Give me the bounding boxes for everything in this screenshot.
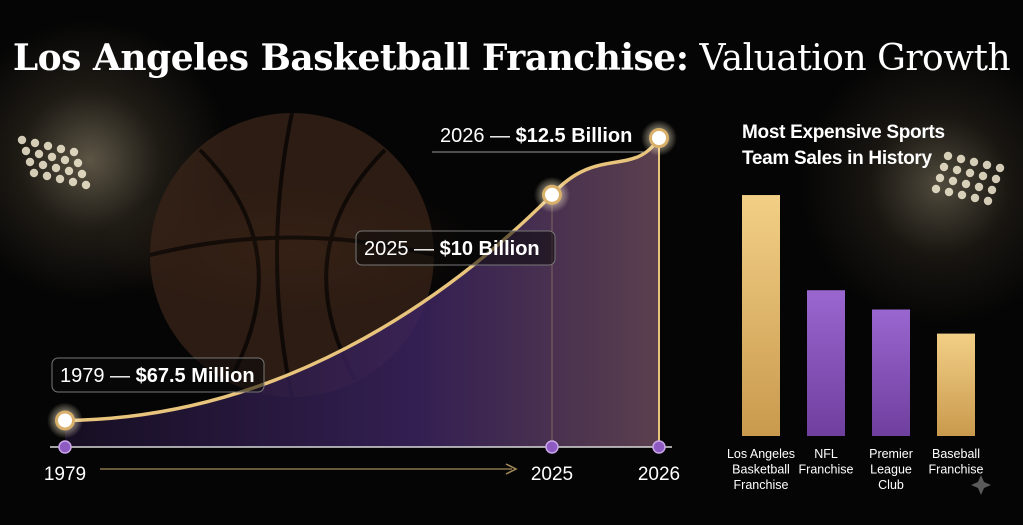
x-tick-marker [58, 440, 72, 454]
bar-chart-title-line-2: Team Sales in History [742, 148, 932, 169]
light-bulb-icon [965, 168, 975, 178]
data-label-year: 2026 — [440, 125, 516, 147]
stadium-light-left-icon [17, 135, 91, 190]
bar-category-line: Los Angeles [727, 447, 795, 461]
bar-category-line: Baseball [932, 447, 980, 461]
bar-category-line: Premier [869, 447, 913, 461]
bar-category-label: Baseball Franchise [929, 447, 984, 477]
line-area-fill [65, 138, 659, 447]
data-label-value: $12.5 Billion [516, 125, 633, 147]
bar [807, 290, 845, 436]
x-tick-marker [545, 440, 559, 454]
title-light: Valuation Growth [699, 38, 1011, 79]
bar [937, 333, 975, 436]
light-bulb-icon [969, 157, 979, 167]
light-bulb-icon [944, 187, 954, 197]
bar [872, 309, 910, 436]
bar-category-label: Premier League Club [869, 447, 913, 492]
light-bulb-icon [60, 155, 70, 165]
light-bulb-icon [21, 146, 31, 156]
light-bulb-icon [983, 196, 993, 206]
light-bulb-icon [978, 171, 988, 181]
light-bulb-icon [68, 177, 78, 187]
light-bulb-icon [56, 144, 66, 154]
data-label-value: $10 Billion [440, 238, 540, 260]
bar-category-label: Los Angeles Basketball Franchise [727, 447, 795, 492]
bar-category-line: Franchise [929, 463, 984, 477]
bar-category-line: Club [878, 478, 904, 492]
bar-category-line: NFL [814, 447, 838, 461]
light-bulb-icon [956, 154, 966, 164]
data-label-box [355, 230, 556, 266]
light-bulb-icon [29, 168, 39, 178]
data-label-value: $67.5 Million [136, 365, 255, 387]
light-bulb-icon [81, 180, 91, 190]
light-bulb-icon [43, 141, 53, 151]
x-tick-label: 2026 [638, 464, 680, 485]
light-bulb-icon [73, 158, 83, 168]
bar-category-line: Franchise [799, 463, 854, 477]
x-tick-label: 2025 [531, 464, 573, 485]
light-bulb-icon [69, 147, 79, 157]
light-bulb-icon [961, 179, 971, 189]
sparkle-icon [971, 475, 991, 495]
light-bulb-icon [64, 166, 74, 176]
page-title: Los Angeles Basketball Franchise: Valuat… [0, 34, 1023, 83]
bar-category-line: Basketball [732, 463, 790, 477]
light-bulb-icon [952, 165, 962, 175]
data-point [649, 128, 669, 148]
bar-chart-title-line-1: Most Expensive Sports [742, 122, 945, 143]
light-bulb-icon [77, 169, 87, 179]
data-point [542, 184, 562, 205]
data-label-box [51, 357, 265, 393]
line-chart: 1979 2025 2026 1979 — $67.5 Million 2025 — $… [44, 120, 680, 485]
arrow-head-icon [505, 463, 518, 475]
light-bulb-icon [957, 190, 967, 200]
x-tick-label: 1979 [44, 464, 86, 485]
light-bulb-icon [38, 160, 48, 170]
light-bulb-icon [51, 163, 61, 173]
title-bold: Los Angeles Basketball Franchise: [12, 37, 689, 79]
light-bulb-icon [25, 157, 35, 167]
bar-category-line: League [870, 463, 912, 477]
data-point [55, 410, 75, 431]
stadium-light-right-icon [931, 151, 1005, 206]
light-bulb-icon [974, 182, 984, 192]
light-bulb-icon [42, 171, 52, 181]
bar-category-line: Franchise [734, 478, 789, 492]
data-label: 1979 — $67.5 Million [60, 365, 255, 387]
light-bulb-icon [55, 174, 65, 184]
data-label: 2026 — $12.5 Billion [440, 125, 632, 147]
data-label-year: 2025 — [364, 238, 440, 260]
light-bulb-icon [943, 151, 953, 161]
bar [742, 195, 780, 436]
light-bulb-icon [17, 135, 27, 145]
bar-category-label: NFL Franchise [799, 447, 854, 477]
light-bulb-icon [47, 152, 57, 162]
light-bulb-icon [987, 185, 997, 195]
x-tick-marker [652, 440, 666, 454]
light-bulb-icon [982, 160, 992, 170]
light-bulb-icon [991, 174, 1001, 184]
bar-chart-title: Most Expensive Sports Team Sales in Hist… [742, 120, 982, 172]
light-bulb-icon [948, 176, 958, 186]
light-bulb-icon [30, 138, 40, 148]
data-label-year: 1979 — [60, 365, 136, 387]
light-bulb-icon [34, 149, 44, 159]
data-label: 2025 — $10 Billion [364, 238, 540, 260]
light-bulb-icon [939, 162, 949, 172]
light-bulb-icon [931, 184, 941, 194]
light-bulb-icon [935, 173, 945, 183]
light-bulb-icon [995, 163, 1005, 173]
light-bulb-icon [970, 193, 980, 203]
